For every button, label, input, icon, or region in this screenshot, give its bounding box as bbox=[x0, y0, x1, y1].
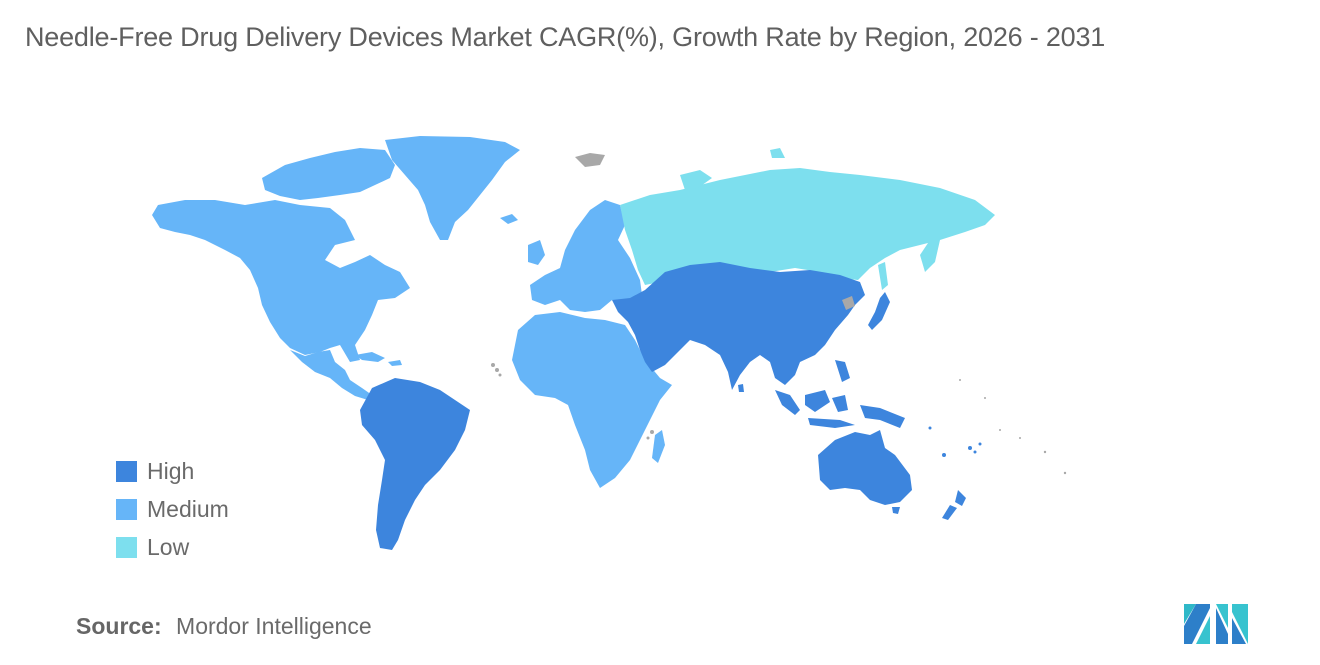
region-europe bbox=[530, 200, 642, 312]
source-line: Source: Mordor Intelligence bbox=[76, 613, 372, 640]
legend-label: Medium bbox=[147, 495, 229, 522]
region-north-america bbox=[152, 200, 410, 362]
legend-item-low: Low bbox=[116, 528, 229, 566]
region-australia bbox=[818, 430, 912, 505]
legend-label: High bbox=[147, 457, 195, 484]
region-svalbard bbox=[575, 153, 605, 167]
legend-swatch-low bbox=[116, 536, 137, 558]
region-new-zealand bbox=[942, 490, 966, 520]
mordor-intelligence-logo bbox=[1184, 604, 1248, 644]
region-sri-lanka bbox=[738, 384, 744, 392]
region-iceland bbox=[500, 214, 518, 224]
region-africa bbox=[512, 312, 672, 488]
region-indonesia bbox=[775, 360, 905, 428]
region-south-america bbox=[360, 378, 470, 550]
legend-swatch-high bbox=[116, 460, 137, 482]
legend-item-medium: Medium bbox=[116, 490, 229, 528]
region-canada-islands bbox=[262, 148, 395, 200]
region-pacific-islands bbox=[928, 426, 982, 457]
legend-label: Low bbox=[147, 533, 190, 560]
region-russia-east bbox=[878, 240, 940, 290]
region-greenland bbox=[385, 136, 520, 240]
chart-title: Needle-Free Drug Delivery Devices Market… bbox=[25, 22, 1106, 52]
legend: High Medium Low bbox=[116, 452, 229, 566]
region-russia bbox=[620, 168, 995, 285]
region-tasmania bbox=[892, 507, 900, 514]
source-value: Mordor Intelligence bbox=[176, 613, 372, 639]
region-no-data-islands bbox=[491, 363, 1067, 475]
region-madagascar bbox=[652, 430, 665, 463]
region-asia bbox=[612, 262, 865, 390]
region-north-korea bbox=[842, 296, 855, 310]
region-caribbean bbox=[355, 352, 402, 366]
legend-swatch-medium bbox=[116, 498, 137, 520]
source-label: Source: bbox=[76, 613, 162, 639]
region-japan bbox=[868, 292, 890, 330]
region-russia-arctic bbox=[680, 148, 785, 190]
legend-item-high: High bbox=[116, 452, 229, 490]
region-uk bbox=[528, 240, 545, 265]
region-central-america bbox=[290, 350, 372, 400]
